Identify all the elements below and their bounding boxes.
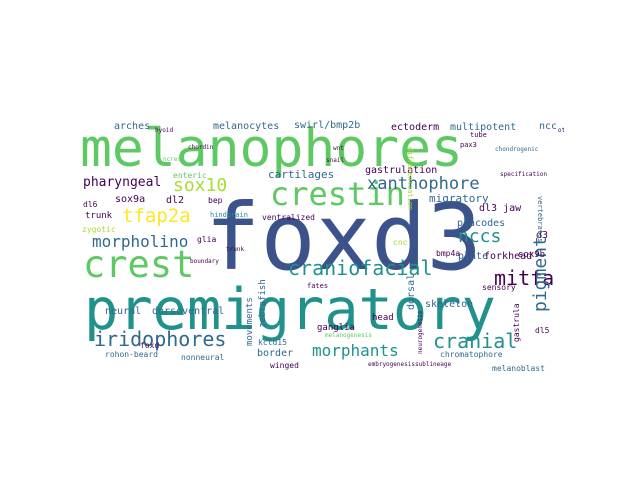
- word-pigment: pigment: [530, 236, 551, 312]
- word-cartilages: cartilages: [268, 168, 335, 181]
- word-cloud: foxd3 premigratory melanophores crestin …: [80, 114, 564, 376]
- word-snail: snail: [326, 157, 345, 164]
- word-winged: winged: [270, 361, 299, 370]
- word-head: head: [372, 313, 394, 323]
- word-d3: d3: [536, 230, 549, 241]
- word-swirl-bmp2b: swirl/bmp2b: [294, 120, 361, 131]
- word-vertebrates: vertebrates: [536, 196, 544, 243]
- word-kctd15: kctd15: [258, 338, 287, 347]
- word-crestin: crestin: [270, 175, 405, 213]
- word-arches: arches: [114, 121, 151, 132]
- word-melanogenesis: melanogenesis: [325, 332, 372, 339]
- word-sublineage: sublineage: [415, 361, 452, 368]
- word-rohon-beard: rohon-beard: [105, 350, 158, 359]
- word-foxd: foxd: [140, 341, 160, 350]
- word-ncrest: ncrest: [163, 156, 185, 163]
- word-zebrafish: zebrafish: [258, 279, 268, 328]
- word-neurogenesis: neurogenesis: [417, 310, 424, 354]
- word-dorsal: dorsal: [406, 273, 417, 310]
- word-tfap2a: tfap2a: [122, 205, 191, 227]
- word-border: border: [257, 348, 294, 359]
- word-pharyngeal: pharyngeal: [83, 175, 162, 190]
- word-morphants: morphants: [312, 341, 399, 360]
- word-chondrogenic: chondrogenic: [495, 146, 539, 153]
- word-enteric: enteric: [173, 171, 207, 180]
- word-multipotent: multipotent: [450, 122, 517, 133]
- word-ventralized: ventralized: [262, 213, 315, 222]
- word-placodes: placodes: [457, 218, 506, 229]
- word-melanocytes: melanocytes: [213, 121, 280, 132]
- word-ncc: ncc: [539, 121, 558, 132]
- word-neural: neural: [105, 306, 142, 317]
- word-cnc: cnc: [393, 238, 408, 247]
- word-pax3: pax3: [460, 141, 477, 149]
- word-foxd3: foxd3: [205, 184, 482, 291]
- word-otic: otic: [558, 127, 564, 134]
- word-specification: specification: [500, 171, 547, 178]
- word-premigratory: premigratory: [84, 277, 496, 343]
- word-crest: crest: [83, 243, 195, 286]
- word-ectoderm: ectoderm: [391, 122, 440, 133]
- word-sox9a: sox9a: [115, 194, 146, 205]
- word-bep: bep: [208, 196, 223, 205]
- word-zygotic: zygotic: [82, 225, 116, 234]
- word-wnt: wnt: [333, 145, 344, 152]
- word-hyoid: hyoid: [155, 127, 174, 134]
- word-ganglia: ganglia: [317, 323, 355, 333]
- word-boundary: boundary: [190, 258, 219, 265]
- word-differentiation: differentiation: [406, 147, 414, 211]
- word-cranial: cranial: [433, 329, 518, 353]
- word-gastrula: gastrula: [512, 303, 521, 342]
- word-craniofacial: craniofacial: [288, 256, 433, 280]
- word-glia: glia: [197, 235, 217, 244]
- word-trunk-small: trunk: [226, 246, 245, 253]
- word-dl2: dl2: [166, 195, 185, 206]
- word-melanophores: melanophores: [80, 118, 463, 179]
- word-xanthophore: xanthophore: [367, 174, 480, 194]
- word-dl3-jaw: dl3 jaw: [479, 203, 522, 214]
- word-migratory: migratory: [429, 192, 489, 205]
- word-nccs: nccs: [458, 226, 502, 247]
- word-gastrulation: gastrulation: [365, 165, 438, 176]
- word-iridophores: iridophores: [94, 327, 227, 351]
- word-sox9b: sox9b: [518, 250, 546, 260]
- word-plate: plate: [458, 251, 489, 262]
- word-chromatophore: chromatophore: [440, 350, 503, 359]
- word-trunk: trunk: [85, 211, 113, 221]
- word-hindbrain: hindbrain: [210, 211, 248, 219]
- word-dorsoventral: dorsoventral: [152, 306, 225, 317]
- word-embryogenesis: embryogenesis: [368, 361, 415, 368]
- word-sox10: sox10: [173, 175, 228, 196]
- word-bmp4a: bmp4a: [436, 249, 461, 258]
- word-skeleton: skeleton: [425, 299, 474, 310]
- word-morpholino: morpholino: [92, 232, 189, 251]
- word-mitfa: mitfa: [494, 266, 555, 290]
- word-forkhead: forkhead: [484, 251, 533, 262]
- word-melanoblast: melanoblast: [492, 364, 545, 373]
- word-chordin: chordin: [188, 144, 214, 151]
- word-fates: fates: [307, 282, 329, 290]
- word-dl6: dl6: [83, 200, 98, 209]
- word-movements: movements: [245, 297, 255, 346]
- word-sensory: sensory: [482, 283, 516, 292]
- word-tube: tube: [470, 131, 487, 139]
- word-nonneural: nonneural: [181, 353, 225, 362]
- word-dl5: dl5: [535, 326, 550, 335]
